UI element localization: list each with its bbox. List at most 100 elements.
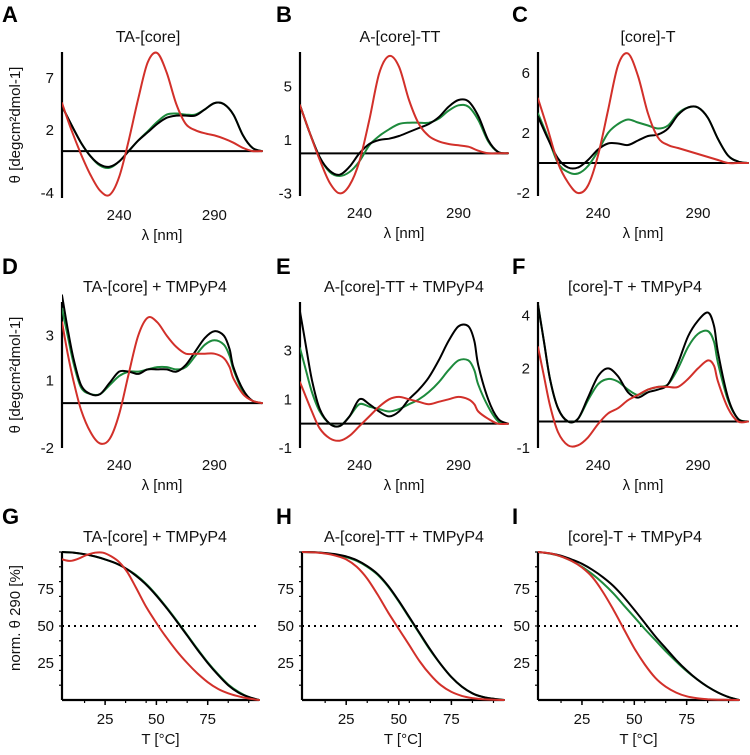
x-axis-label: λ [nm]	[623, 477, 664, 494]
panel-title: A-[core]-TT	[360, 29, 441, 46]
x-tick-label: 240	[585, 457, 610, 474]
panel-letter: H	[276, 504, 292, 529]
x-tick-label: 240	[347, 205, 372, 222]
y-tick-label: 3	[46, 328, 54, 345]
y-tick-label: 2	[522, 360, 530, 377]
x-axis-label: λ [nm]	[142, 227, 183, 244]
y-tick-label: 1	[284, 391, 292, 408]
y-tick-label: 1	[284, 132, 292, 149]
x-axis-label: λ [nm]	[384, 225, 425, 242]
series-red-line	[300, 381, 509, 442]
x-tick-label: 240	[107, 457, 132, 474]
x-axis-label: λ [nm]	[623, 225, 664, 242]
panel-title: [core]-T + TMPyP4	[568, 279, 702, 296]
x-tick-label: 240	[107, 207, 132, 224]
series-red-line	[538, 52, 749, 195]
x-tick-label: 50	[148, 711, 165, 728]
series-red-line	[538, 551, 740, 701]
panel-d: D TA-[core] + TMPyP4 3 1 -2 240 290 λ [nm] θ [de…	[2, 254, 263, 494]
x-tick-label: 50	[390, 711, 407, 728]
panel-title: A-[core]-TT + TMPyP4	[324, 279, 484, 296]
panel-g: G TA-[core] + TMPyP4 75 50 25 25 50 75 T [°C] nor…	[2, 504, 260, 748]
series-black-line	[62, 101, 263, 168]
y-tick-label: 3	[284, 343, 292, 360]
panel-letter: B	[276, 2, 292, 27]
series-red-line	[62, 316, 263, 445]
panel-letter: C	[512, 2, 528, 27]
panel-title: [core]-T + TMPyP4	[568, 529, 702, 546]
y-tick-label: 1	[46, 373, 54, 390]
x-tick-label: 75	[443, 711, 460, 728]
x-axis-label: T [°C]	[384, 731, 422, 748]
x-tick-label: 50	[626, 711, 643, 728]
panel-title: TA-[core] + TMPyP4	[83, 529, 227, 546]
series-red-line	[302, 551, 505, 701]
series-green-line	[538, 303, 749, 424]
panel-title: TA-[core] + TMPyP4	[83, 279, 227, 296]
x-axis-label: λ [nm]	[384, 477, 425, 494]
y-tick-label: 50	[513, 618, 530, 635]
y-tick-label: 4	[522, 307, 530, 324]
x-tick-label: 290	[685, 457, 710, 474]
y-tick-label: 25	[37, 655, 54, 672]
panel-f: F [core]-T + TMPyP4 4 2 -1 240 290 λ [nm]	[512, 254, 749, 494]
panel-letter: G	[2, 504, 19, 529]
x-tick-label: 75	[199, 711, 216, 728]
panel-i: I [core]-T + TMPyP4 75 50 25 25 50 75 T [°C]	[512, 504, 740, 748]
panel-h: H A-[core]-TT + TMPyP4 75 50 25 25 50 75 T [°C]	[276, 504, 505, 748]
series-black-line	[62, 294, 263, 405]
y-tick-label: 75	[277, 581, 294, 598]
x-tick-label: 75	[678, 711, 695, 728]
panel-letter: I	[512, 504, 518, 529]
panel-letter: E	[276, 254, 291, 279]
y-axis-label: θ [degcm²dmol-1]	[7, 317, 24, 434]
panel-letter: F	[512, 254, 525, 279]
panel-a: A TA-[core] 7 2 -4 240 290 λ [nm] θ [degcm²dmol-…	[2, 2, 263, 244]
y-tick-label: 25	[513, 655, 530, 672]
y-tick-label: -1	[279, 440, 292, 457]
x-tick-label: 25	[574, 711, 591, 728]
y-tick-label: -2	[41, 440, 54, 457]
x-tick-label: 290	[202, 457, 227, 474]
series-black-line	[302, 551, 505, 701]
panel-title: A-[core]-TT + TMPyP4	[324, 529, 484, 546]
panel-e: E A-[core]-TT + TMPyP4 3 1 -1 240 290 λ [nm]	[276, 254, 509, 494]
panel-title: TA-[core]	[116, 29, 181, 46]
series-black-line	[538, 551, 740, 701]
x-tick-label: 240	[347, 457, 372, 474]
x-axis-label: T [°C]	[141, 731, 179, 748]
x-tick-label: 25	[338, 711, 355, 728]
series-red-line	[300, 54, 509, 195]
x-axis-label: T [°C]	[619, 731, 657, 748]
panel-letter: A	[2, 2, 18, 27]
series-black-line	[62, 551, 260, 701]
y-tick-label: -1	[517, 440, 530, 457]
y-tick-label: -4	[41, 185, 54, 202]
x-tick-label: 25	[97, 711, 114, 728]
panel-c: C [core]-T 6 2 -2 240 290 λ [nm]	[512, 2, 749, 242]
y-axis-label: norm. θ 290 [%]	[7, 565, 24, 671]
x-tick-label: 290	[446, 457, 471, 474]
y-tick-label: -3	[279, 185, 292, 202]
y-tick-label: 2	[522, 125, 530, 142]
series-red-line	[62, 551, 260, 701]
series-green-line	[300, 103, 509, 177]
y-axis-label: θ [degcm²dmol-1]	[7, 67, 24, 184]
x-tick-label: 290	[446, 205, 471, 222]
y-tick-label: 7	[46, 70, 54, 87]
x-tick-label: 290	[202, 207, 227, 224]
y-tick-label: 75	[513, 581, 530, 598]
y-tick-label: -2	[517, 185, 530, 202]
series-black-line	[300, 310, 509, 428]
panel-title: [core]-T	[620, 29, 675, 46]
y-tick-label: 5	[284, 79, 292, 96]
series-red-line	[62, 51, 263, 197]
y-tick-label: 25	[277, 655, 294, 672]
x-tick-label: 240	[585, 205, 610, 222]
series-black-line	[538, 105, 749, 170]
y-tick-label: 2	[46, 122, 54, 139]
panel-letter: D	[2, 254, 18, 279]
y-tick-label: 50	[37, 618, 54, 635]
x-axis-label: λ [nm]	[142, 477, 183, 494]
